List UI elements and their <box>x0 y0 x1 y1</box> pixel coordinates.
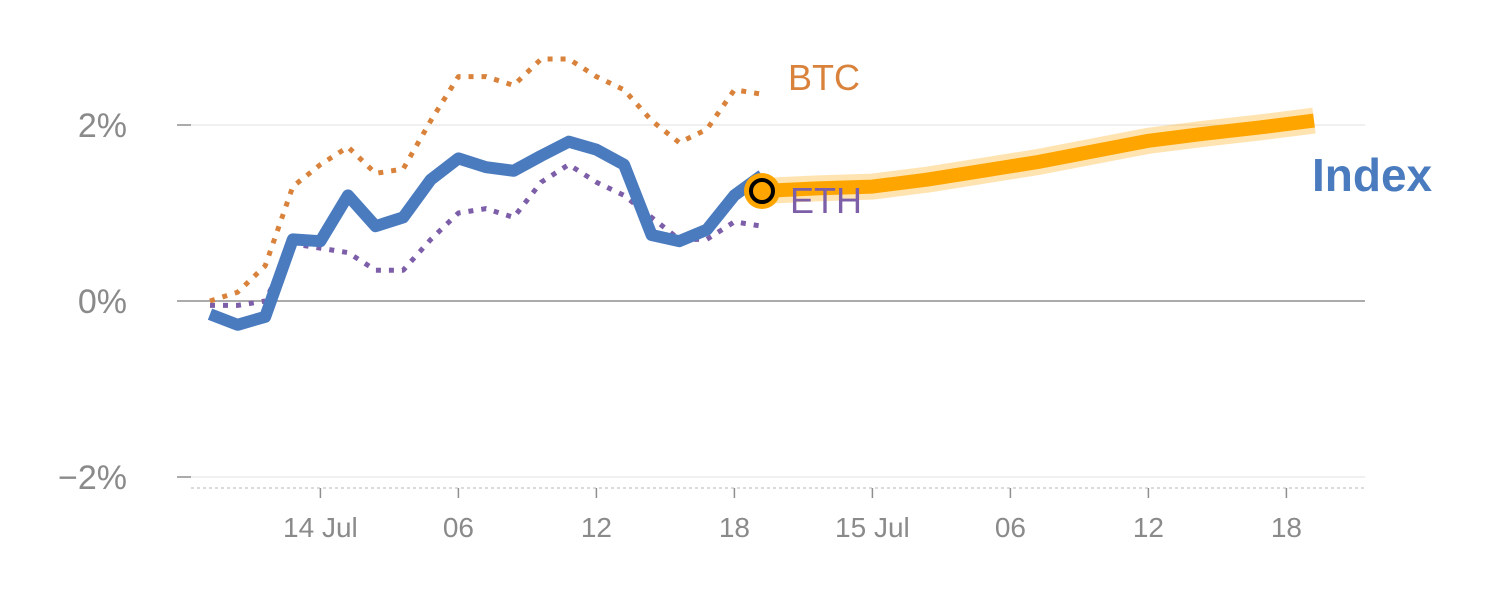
series-line-index <box>207 135 766 331</box>
series-line-btc <box>209 56 763 304</box>
axes: 2% 0% −2% 14 Jul 06 12 18 15 Jul 06 12 18 <box>58 107 1365 543</box>
x-tick-label-0: 14 Jul <box>283 512 358 543</box>
x-tick-label-3: 18 <box>719 512 750 543</box>
x-tick-label-6: 12 <box>1133 512 1164 543</box>
y-tick-label-1: 0% <box>78 283 127 321</box>
y-tick-label-2: −2% <box>58 459 127 497</box>
series-labels: BTC ETH Index <box>788 57 1433 221</box>
eth-label: ETH <box>790 180 862 221</box>
x-tick-label-5: 06 <box>995 512 1026 543</box>
current-point-marker <box>749 178 775 204</box>
x-tick-label-2: 12 <box>581 512 612 543</box>
grid-lines <box>191 124 1365 478</box>
series-line-eth <box>210 162 763 308</box>
series-lines <box>207 56 1316 331</box>
index-label: Index <box>1312 149 1433 201</box>
btc-label: BTC <box>788 57 860 98</box>
y-tick-label-0: 2% <box>78 107 127 145</box>
series-line-index-forecast <box>761 113 1315 198</box>
x-tick-label-4: 15 Jul <box>835 512 910 543</box>
x-tick-label-7: 18 <box>1271 512 1302 543</box>
x-tick-label-1: 06 <box>443 512 474 543</box>
